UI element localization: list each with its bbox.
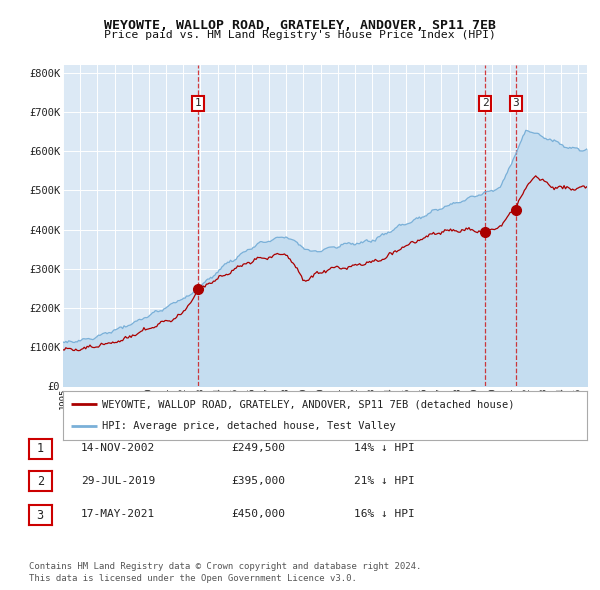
Text: WEYOWTE, WALLOP ROAD, GRATELEY, ANDOVER, SP11 7EB: WEYOWTE, WALLOP ROAD, GRATELEY, ANDOVER,… bbox=[104, 19, 496, 32]
Text: 29-JUL-2019: 29-JUL-2019 bbox=[81, 476, 155, 486]
Text: 3: 3 bbox=[37, 509, 44, 522]
Text: 3: 3 bbox=[512, 99, 519, 109]
Text: Contains HM Land Registry data © Crown copyright and database right 2024.
This d: Contains HM Land Registry data © Crown c… bbox=[29, 562, 421, 583]
Text: 14% ↓ HPI: 14% ↓ HPI bbox=[354, 444, 415, 453]
Text: 2: 2 bbox=[482, 99, 488, 109]
Text: £249,500: £249,500 bbox=[231, 444, 285, 453]
Text: 1: 1 bbox=[195, 99, 202, 109]
Text: 2: 2 bbox=[37, 475, 44, 488]
Text: 17-MAY-2021: 17-MAY-2021 bbox=[81, 510, 155, 519]
Text: 14-NOV-2002: 14-NOV-2002 bbox=[81, 444, 155, 453]
Text: WEYOWTE, WALLOP ROAD, GRATELEY, ANDOVER, SP11 7EB (detached house): WEYOWTE, WALLOP ROAD, GRATELEY, ANDOVER,… bbox=[102, 399, 515, 409]
Text: 1: 1 bbox=[37, 442, 44, 455]
Text: £395,000: £395,000 bbox=[231, 476, 285, 486]
Text: £450,000: £450,000 bbox=[231, 510, 285, 519]
Text: HPI: Average price, detached house, Test Valley: HPI: Average price, detached house, Test… bbox=[102, 421, 396, 431]
Text: Price paid vs. HM Land Registry's House Price Index (HPI): Price paid vs. HM Land Registry's House … bbox=[104, 30, 496, 40]
Text: 16% ↓ HPI: 16% ↓ HPI bbox=[354, 510, 415, 519]
Text: 21% ↓ HPI: 21% ↓ HPI bbox=[354, 476, 415, 486]
